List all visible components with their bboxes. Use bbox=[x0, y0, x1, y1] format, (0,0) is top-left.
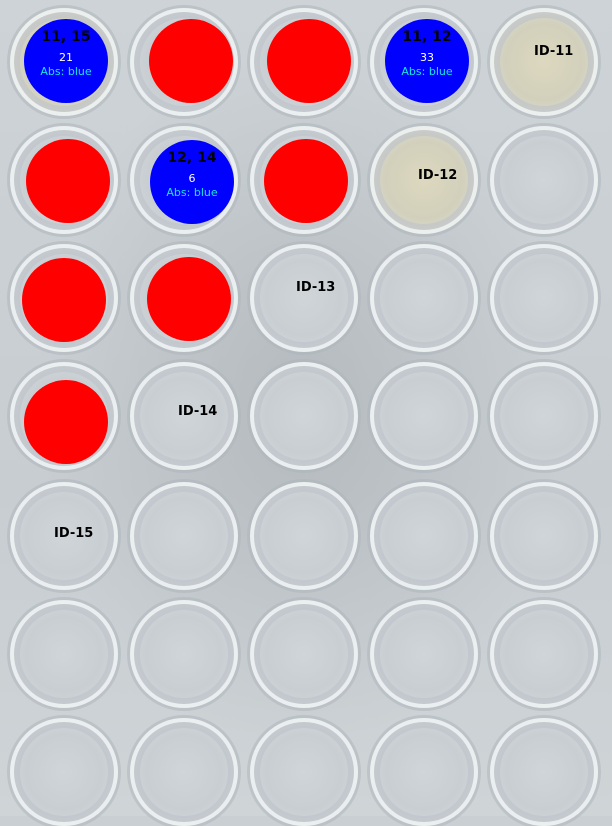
well bbox=[250, 718, 358, 826]
well bbox=[370, 600, 478, 708]
well bbox=[250, 600, 358, 708]
detection-count: 33 bbox=[420, 51, 434, 64]
detection-marker: 11, 15 21 Abs: blue bbox=[24, 19, 108, 103]
well bbox=[250, 482, 358, 590]
detection-coord: 12, 14 bbox=[167, 150, 217, 166]
detection-abs: Abs: blue bbox=[401, 65, 453, 78]
well bbox=[10, 718, 118, 826]
well bbox=[490, 718, 598, 826]
detection-marker: 11, 12 33 Abs: blue bbox=[385, 19, 469, 103]
detection-count: 6 bbox=[188, 172, 196, 185]
well-id-label: ID-15 bbox=[54, 526, 94, 541]
well bbox=[10, 482, 118, 590]
detection-count: 21 bbox=[59, 51, 73, 64]
well bbox=[130, 482, 238, 590]
detection-abs: Abs: blue bbox=[40, 65, 92, 78]
well bbox=[130, 718, 238, 826]
well-id-label: ID-13 bbox=[296, 280, 336, 295]
well bbox=[250, 244, 358, 352]
positive-marker bbox=[149, 19, 233, 103]
positive-marker bbox=[264, 139, 348, 223]
well bbox=[370, 718, 478, 826]
well bbox=[490, 244, 598, 352]
well bbox=[490, 126, 598, 234]
well-id-label: ID-12 bbox=[418, 168, 458, 183]
well bbox=[490, 362, 598, 470]
well bbox=[370, 244, 478, 352]
well-id-label: ID-14 bbox=[178, 404, 218, 419]
well bbox=[490, 482, 598, 590]
positive-marker bbox=[147, 257, 231, 341]
detection-abs: Abs: blue bbox=[166, 186, 218, 199]
detection-marker: 12, 14 6 Abs: blue bbox=[150, 140, 234, 224]
well bbox=[370, 126, 478, 234]
well bbox=[370, 482, 478, 590]
well bbox=[490, 8, 598, 116]
well bbox=[250, 362, 358, 470]
positive-marker bbox=[267, 19, 351, 103]
detection-coord: 11, 12 bbox=[402, 29, 452, 45]
well bbox=[130, 362, 238, 470]
well bbox=[130, 600, 238, 708]
positive-marker bbox=[22, 258, 106, 342]
well bbox=[370, 362, 478, 470]
well bbox=[490, 600, 598, 708]
positive-marker bbox=[24, 380, 108, 464]
positive-marker bbox=[26, 139, 110, 223]
well-id-label: ID-11 bbox=[534, 44, 574, 59]
detection-coord: 11, 15 bbox=[41, 29, 91, 45]
well bbox=[10, 600, 118, 708]
